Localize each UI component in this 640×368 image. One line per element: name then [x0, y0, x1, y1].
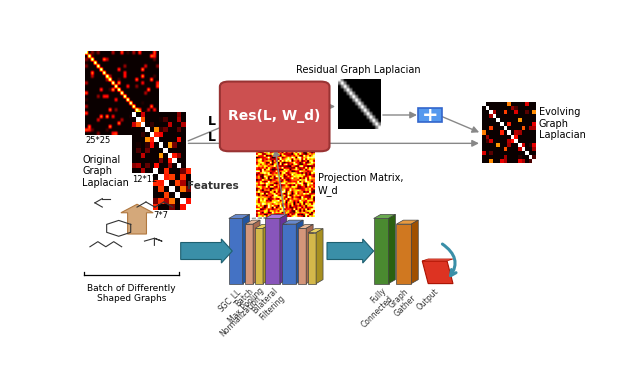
FancyArrow shape	[180, 239, 232, 263]
Polygon shape	[282, 224, 296, 284]
Polygon shape	[374, 219, 388, 284]
Text: 12*12: 12*12	[132, 174, 157, 184]
Polygon shape	[422, 261, 453, 284]
Text: Res(L, W_d): Res(L, W_d)	[228, 109, 321, 123]
Polygon shape	[229, 215, 250, 219]
Polygon shape	[280, 215, 287, 284]
Text: Graph
Gather: Graph Gather	[385, 286, 418, 319]
Text: Bilateral
Filtering: Bilateral Filtering	[250, 286, 287, 323]
Text: +: +	[421, 106, 438, 124]
Polygon shape	[255, 224, 270, 228]
Polygon shape	[265, 219, 280, 284]
Text: Evolving
Graph
Laplacian: Evolving Graph Laplacian	[539, 107, 586, 140]
Polygon shape	[243, 215, 250, 284]
Polygon shape	[296, 220, 303, 284]
FancyArrow shape	[327, 239, 374, 263]
Text: Max Pooling: Max Pooling	[227, 286, 266, 325]
Polygon shape	[396, 220, 419, 224]
Polygon shape	[306, 224, 313, 284]
Text: Features: Features	[187, 181, 239, 191]
Polygon shape	[308, 229, 323, 233]
Polygon shape	[374, 215, 396, 219]
Text: Output: Output	[416, 286, 441, 312]
Polygon shape	[396, 224, 412, 284]
Polygon shape	[253, 220, 260, 284]
Text: Residual Graph Laplacian: Residual Graph Laplacian	[296, 65, 420, 75]
Polygon shape	[388, 215, 396, 284]
Polygon shape	[265, 215, 287, 219]
Polygon shape	[245, 220, 260, 224]
Polygon shape	[245, 224, 253, 284]
Polygon shape	[308, 233, 316, 284]
Polygon shape	[412, 220, 419, 284]
Text: 25*25: 25*25	[85, 136, 110, 145]
Text: Batch
Normalization: Batch Normalization	[211, 286, 263, 338]
Polygon shape	[255, 228, 263, 284]
Polygon shape	[298, 228, 306, 284]
Text: Fully
Connected: Fully Connected	[352, 286, 395, 329]
Polygon shape	[298, 224, 313, 228]
Text: 7*7: 7*7	[154, 211, 168, 220]
Text: SGC_LL: SGC_LL	[216, 286, 242, 313]
Polygon shape	[282, 220, 303, 224]
FancyBboxPatch shape	[418, 108, 442, 122]
Text: L: L	[208, 115, 216, 128]
Polygon shape	[316, 229, 323, 284]
Text: Batch of Differently
Shaped Graphs: Batch of Differently Shaped Graphs	[87, 284, 176, 303]
Text: Original
Graph
Laplacian: Original Graph Laplacian	[83, 155, 129, 188]
Polygon shape	[229, 219, 243, 284]
Text: Projection Matrix,
W_d: Projection Matrix, W_d	[318, 173, 404, 196]
Polygon shape	[422, 259, 453, 261]
Polygon shape	[263, 224, 270, 284]
FancyBboxPatch shape	[220, 82, 330, 151]
FancyArrow shape	[121, 204, 153, 234]
Text: L: L	[208, 131, 216, 144]
